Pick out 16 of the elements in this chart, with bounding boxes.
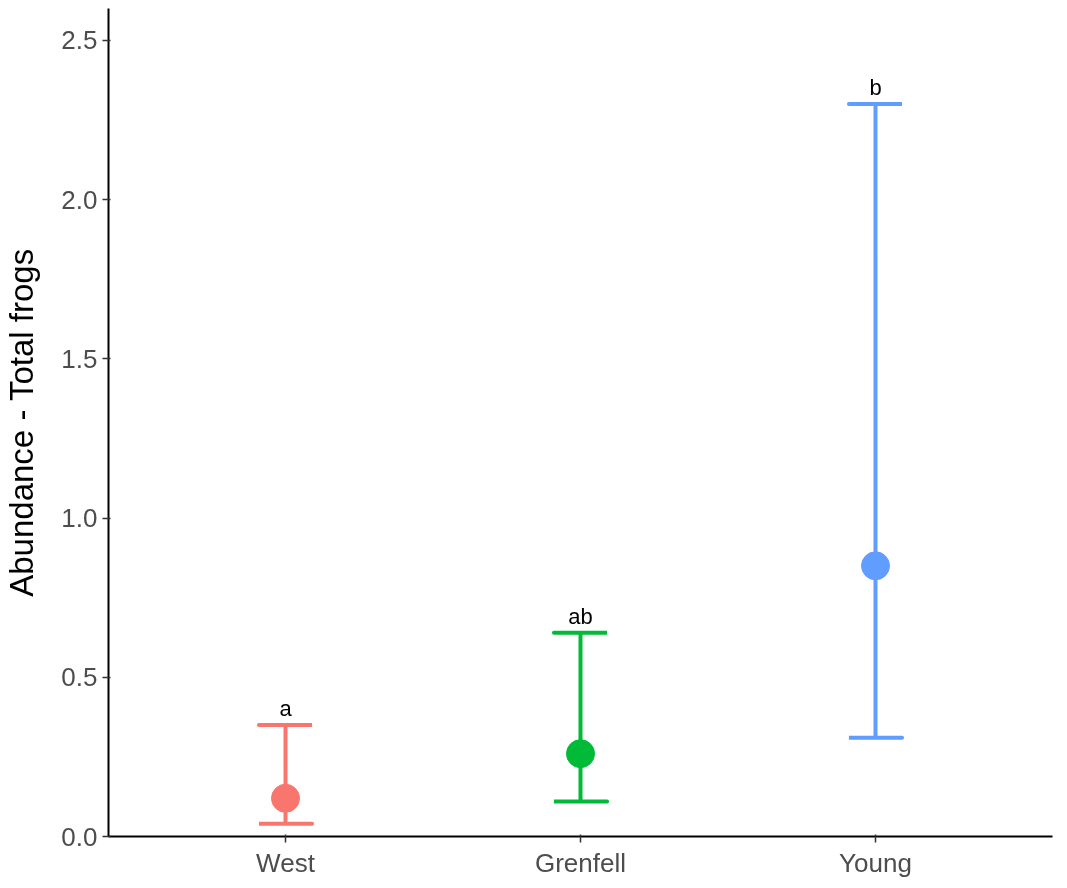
y-tick-label: 0.0 xyxy=(61,821,98,852)
point xyxy=(861,551,890,581)
y-tick-label: 2.0 xyxy=(61,184,98,215)
point xyxy=(271,783,300,813)
point xyxy=(566,739,595,769)
x-tick-label: West xyxy=(256,847,316,878)
y-tick-label: 1.0 xyxy=(61,503,98,534)
annotation: ab xyxy=(568,603,593,629)
annotation: a xyxy=(279,696,293,722)
x-tick-label: Grenfell xyxy=(534,847,627,878)
x-tick-label: Young xyxy=(839,847,912,878)
y-axis-title: Abundance - Total frogs xyxy=(3,248,41,597)
y-tick-label: 2.5 xyxy=(61,25,98,56)
annotation: b xyxy=(869,75,882,101)
y-tick-label: 1.5 xyxy=(61,343,98,374)
y-tick-label: 0.5 xyxy=(61,662,98,693)
